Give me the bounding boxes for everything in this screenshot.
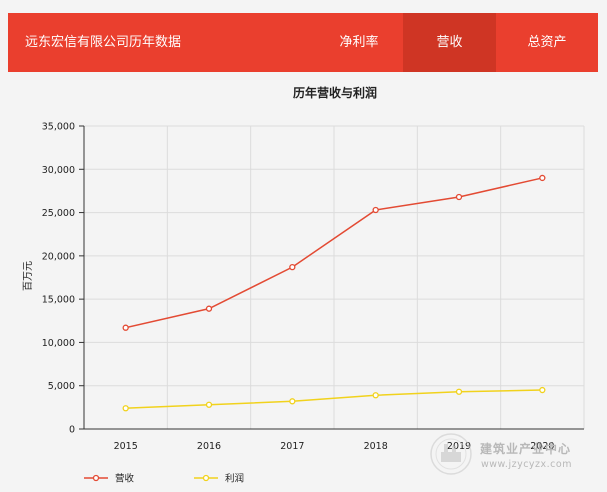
- legend-label[interactable]: 营收: [115, 473, 135, 485]
- data-point[interactable]: [539, 386, 546, 394]
- x-tick-label: 2018: [364, 441, 388, 452]
- header-bar: 远东宏信有限公司历年数据 净利率 营收 总资产: [8, 13, 598, 72]
- y-tick-label: 35,000: [42, 122, 75, 133]
- data-point[interactable]: [205, 401, 213, 408]
- y-axis-label: 百万元: [22, 261, 34, 291]
- tab-total-assets[interactable]: 总资产: [527, 35, 567, 50]
- tab-net-margin[interactable]: 净利率: [339, 35, 379, 50]
- chart-title: 历年营收与利润: [293, 85, 377, 100]
- x-tick-label: 2019: [447, 441, 471, 452]
- watermark-url: www.jzycyzx.com: [481, 459, 572, 470]
- data-point[interactable]: [289, 398, 296, 405]
- tab-revenue[interactable]: 营收: [403, 13, 496, 72]
- data-point[interactable]: [372, 206, 379, 214]
- legend-marker[interactable]: [202, 474, 210, 482]
- legend-marker[interactable]: [92, 474, 100, 482]
- x-tick-label: 2017: [280, 441, 304, 452]
- data-point[interactable]: [289, 263, 296, 271]
- data-point[interactable]: [539, 174, 546, 182]
- data-point[interactable]: [122, 405, 129, 412]
- factory-seal-icon: [430, 433, 472, 475]
- series-group: [122, 174, 546, 412]
- axes: [79, 125, 584, 430]
- page-title: 远东宏信有限公司历年数据: [25, 35, 182, 50]
- data-point[interactable]: [122, 324, 129, 331]
- y-tick-label: 20,000: [42, 251, 75, 262]
- legend-label[interactable]: 利润: [225, 473, 244, 485]
- x-tick-label: 2015: [114, 441, 138, 452]
- y-tick-label: 25,000: [42, 208, 75, 219]
- series-line: [125, 177, 543, 329]
- legend[interactable]: 营收 利润: [84, 473, 244, 485]
- y-tick-label: 0: [69, 425, 75, 436]
- tick-labels: 0 5,000 10,000 15,000 20,000 25,000 30,000 35,0…: [42, 122, 555, 453]
- data-point[interactable]: [205, 305, 213, 312]
- grid-lines: [84, 125, 585, 429]
- data-point[interactable]: [455, 193, 463, 201]
- watermark-text: 建筑业产业中心: [480, 442, 572, 456]
- data-point[interactable]: [455, 388, 463, 395]
- chart-panel: [8, 72, 598, 492]
- y-tick-label: 10,000: [42, 338, 75, 349]
- x-tick-label: 2020: [530, 441, 554, 452]
- y-tick-label: 15,000: [42, 295, 75, 306]
- series-line: [125, 389, 543, 409]
- y-tick-label: 30,000: [42, 165, 75, 176]
- data-point[interactable]: [372, 392, 379, 399]
- x-tick-label: 2016: [197, 441, 221, 452]
- y-tick-label: 5,000: [48, 381, 75, 392]
